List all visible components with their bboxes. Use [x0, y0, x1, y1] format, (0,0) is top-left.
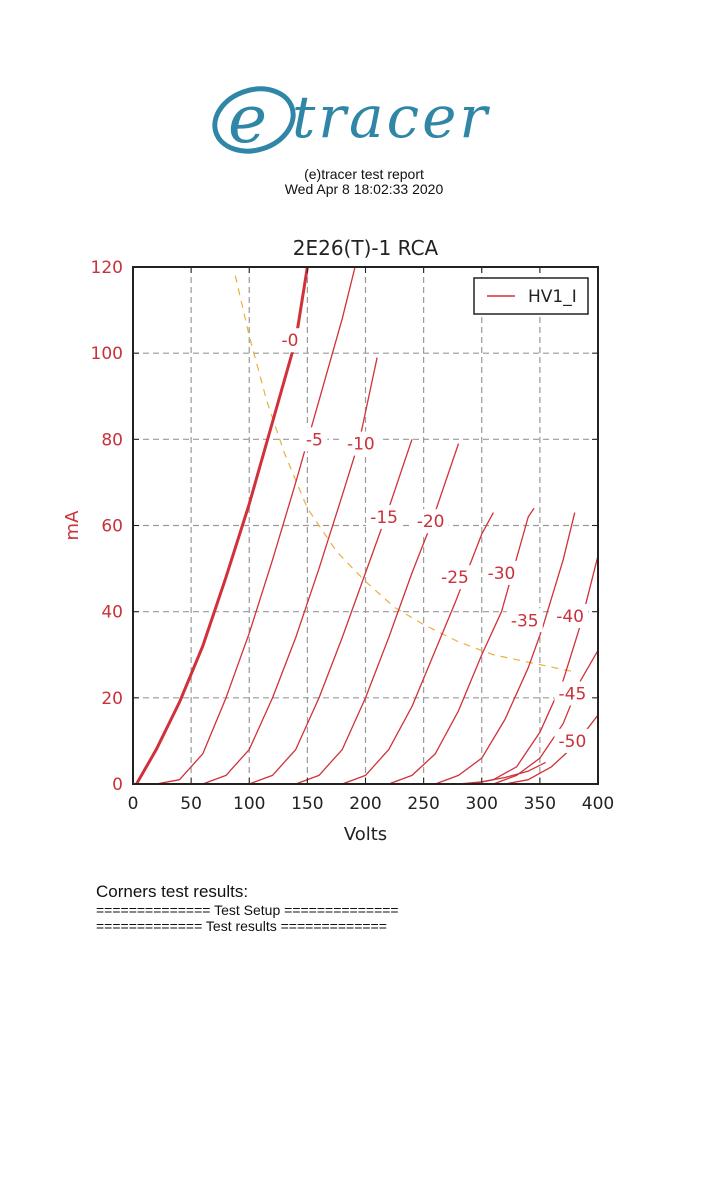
label-bg — [276, 328, 303, 353]
chart-axes: 0 50 100 150 200 250 300 350 400 0 20 40 60 80 100 120 V… — [62, 258, 614, 845]
y-tick-label: 60 — [101, 517, 123, 537]
label-bg — [437, 565, 474, 590]
series-line — [388, 507, 535, 785]
label-bg — [366, 504, 403, 529]
x-tick-label: 250 — [407, 794, 439, 814]
series-line — [156, 266, 356, 785]
chart-title: 2E26(T)-1 RCA — [292, 236, 439, 260]
series-line — [342, 512, 494, 785]
label-bg — [554, 728, 591, 753]
x-tick-label: 0 — [128, 794, 139, 814]
chart-grid — [133, 267, 598, 784]
x-tick-label: 100 — [233, 794, 265, 814]
bias-label: -40 — [556, 607, 584, 627]
x-tick-label: 200 — [349, 794, 381, 814]
test-results-line: ============= Test results ============= — [96, 918, 387, 934]
results-heading: Corners test results: — [96, 882, 249, 901]
series-line — [135, 266, 309, 785]
label-bg — [552, 603, 589, 628]
label-bg — [554, 681, 591, 706]
label-bg — [342, 431, 379, 456]
bias-label: -50 — [559, 732, 587, 752]
bias-label: -5 — [306, 430, 323, 450]
bias-label: -30 — [488, 564, 516, 584]
label-bg — [301, 427, 328, 452]
results-section: Corners test results: ============== Tes… — [96, 882, 399, 934]
series-line — [493, 650, 599, 785]
logo-e-icon: e — [212, 81, 296, 158]
series-line — [295, 443, 460, 785]
bias-label: -15 — [370, 508, 398, 528]
y-tick-label: 20 — [101, 689, 123, 709]
series-line — [435, 512, 576, 785]
bias-label: -45 — [559, 685, 587, 705]
plate-curves-chart: -0 -5 -10 -15 -20 -25 -30 -35 -40 -45 -50 0 50 100 15… — [62, 258, 614, 845]
svg-text:e: e — [228, 81, 267, 158]
label-bg — [412, 509, 449, 534]
bias-label: -25 — [441, 568, 469, 588]
y-tick-label: 0 — [112, 775, 123, 795]
y-tick-label: 40 — [101, 603, 123, 623]
label-bg — [506, 608, 543, 633]
test-setup-line: ============== Test Setup ============== — [96, 902, 399, 918]
x-tick-label: 50 — [180, 794, 202, 814]
x-tick-label: 150 — [291, 794, 323, 814]
bias-label: -35 — [511, 611, 539, 631]
dissipation-line — [234, 275, 575, 673]
etracer-logo: e tracer — [210, 76, 540, 162]
bias-label: -0 — [281, 331, 298, 351]
bias-label: -20 — [417, 512, 445, 532]
bias-label: -10 — [347, 435, 375, 455]
y-tick-label: 80 — [101, 430, 123, 450]
dissipation-curve — [234, 275, 575, 673]
y-tick-label: 100 — [91, 344, 123, 364]
x-tick-label: 300 — [466, 794, 498, 814]
y-tick-label: 120 — [91, 258, 123, 278]
logo-text: tracer — [292, 83, 491, 151]
bias-labels: -0 -5 -10 -15 -20 -25 -30 -35 -40 -45 -50 — [276, 328, 591, 753]
series-line — [202, 357, 378, 785]
x-axis-label: Volts — [344, 824, 387, 845]
label-bg — [483, 560, 520, 585]
y-axis-label: mA — [62, 510, 83, 541]
report-date: Wed Apr 8 18:02:33 2020 — [284, 181, 444, 197]
chart-legend: HV1_I — [473, 277, 589, 315]
x-tick-label: 350 — [524, 794, 556, 814]
report-title: (e)tracer test report — [304, 166, 424, 182]
legend-label: HV1_I — [528, 287, 577, 307]
x-tick-label: 400 — [582, 794, 614, 814]
series-line — [458, 761, 546, 785]
